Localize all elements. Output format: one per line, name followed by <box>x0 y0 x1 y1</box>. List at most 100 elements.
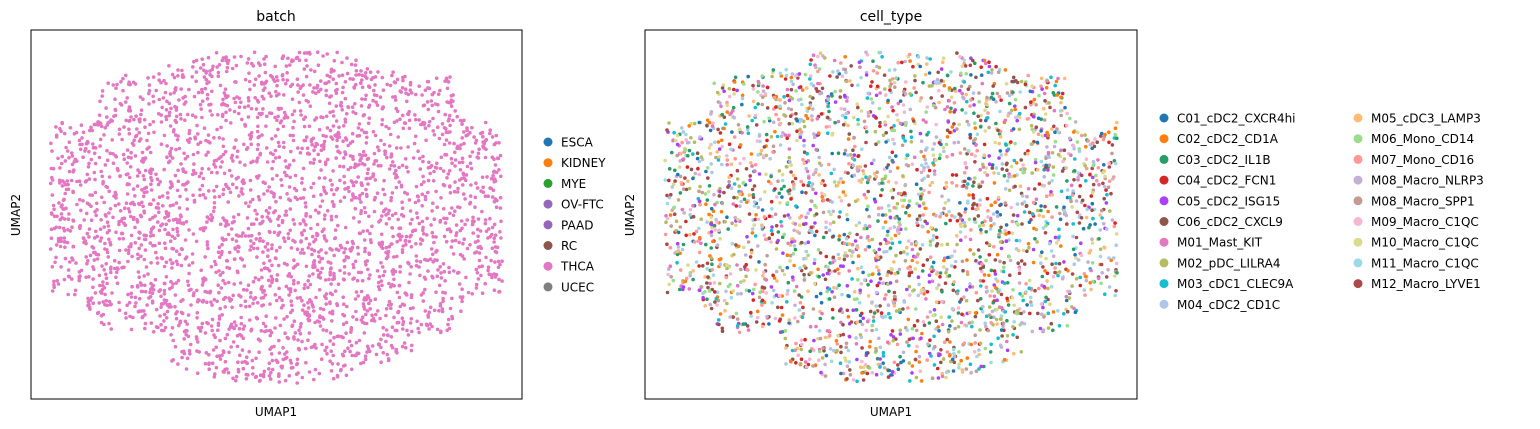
data-point <box>407 239 412 244</box>
data-point <box>263 329 267 334</box>
data-point <box>129 150 133 155</box>
data-point <box>423 287 427 292</box>
data-point <box>193 137 198 141</box>
data-point <box>131 315 135 320</box>
data-point <box>496 265 501 270</box>
data-point <box>338 164 342 169</box>
data-point <box>139 254 143 259</box>
data-point <box>390 226 394 230</box>
data-point <box>311 265 315 270</box>
data-point <box>341 322 346 327</box>
data-point <box>1082 288 1087 292</box>
data-point <box>1056 309 1060 313</box>
data-point <box>889 188 894 193</box>
data-point <box>288 207 293 211</box>
data-point <box>500 279 504 283</box>
data-point <box>864 175 868 179</box>
data-point <box>112 114 116 118</box>
data-point <box>949 264 954 268</box>
data-point <box>820 356 825 360</box>
data-point <box>410 343 414 348</box>
data-point <box>756 102 760 106</box>
data-point <box>878 255 883 259</box>
data-point <box>919 149 923 154</box>
data-point <box>60 154 64 159</box>
data-point <box>101 181 105 186</box>
data-point <box>952 140 957 145</box>
data-point <box>293 331 298 335</box>
data-point <box>100 94 104 98</box>
data-point <box>103 241 107 246</box>
data-point <box>399 183 404 188</box>
data-point <box>262 192 266 196</box>
data-point <box>431 234 436 239</box>
data-point <box>997 94 1002 99</box>
data-point <box>148 122 152 127</box>
data-point <box>137 275 141 280</box>
data-point <box>196 132 200 136</box>
data-point <box>305 310 309 315</box>
data-point <box>839 320 843 325</box>
data-point <box>127 300 132 305</box>
data-point <box>273 156 278 160</box>
data-point <box>239 256 243 261</box>
data-point <box>59 239 63 243</box>
data-point <box>228 190 233 195</box>
data-point <box>280 298 284 303</box>
data-point <box>52 207 56 212</box>
data-point <box>154 250 158 255</box>
data-point <box>758 139 762 144</box>
data-point <box>291 138 296 143</box>
data-point <box>87 275 91 279</box>
data-point <box>770 225 774 229</box>
data-point <box>299 239 303 243</box>
data-point <box>328 110 332 115</box>
data-point <box>212 162 216 167</box>
data-point <box>284 209 288 214</box>
data-point <box>231 293 235 298</box>
data-point <box>208 73 212 77</box>
data-point <box>904 80 908 84</box>
data-point <box>332 192 336 197</box>
data-point <box>309 226 313 231</box>
data-point <box>833 269 837 273</box>
data-point <box>184 187 188 192</box>
data-point <box>1051 254 1056 258</box>
data-point <box>274 75 279 79</box>
data-point <box>215 170 219 175</box>
data-point <box>60 184 65 188</box>
data-point <box>323 81 327 86</box>
data-point <box>496 259 501 264</box>
data-point <box>337 135 342 139</box>
data-point <box>779 224 784 228</box>
data-point <box>126 251 131 256</box>
data-point <box>761 274 765 278</box>
data-point <box>781 251 785 255</box>
data-point <box>922 292 926 296</box>
data-point <box>306 301 310 305</box>
data-point <box>331 77 336 81</box>
data-point <box>241 231 245 235</box>
data-point <box>827 209 831 214</box>
data-point <box>965 151 969 156</box>
data-point <box>1084 278 1089 283</box>
data-point <box>1064 123 1069 128</box>
data-point <box>1037 93 1041 98</box>
data-point <box>356 126 361 130</box>
data-point <box>176 134 180 138</box>
data-point <box>728 272 733 276</box>
data-point <box>260 221 264 225</box>
data-point <box>279 119 284 123</box>
data-point <box>108 243 113 247</box>
data-point <box>1044 256 1048 261</box>
data-point <box>946 120 951 124</box>
data-point <box>167 110 172 115</box>
data-point <box>394 146 399 150</box>
data-point <box>311 90 315 94</box>
data-point <box>782 95 786 99</box>
data-point <box>443 221 448 225</box>
data-point <box>386 211 390 216</box>
data-point <box>224 55 228 59</box>
data-point <box>254 356 258 361</box>
data-point <box>716 127 720 132</box>
